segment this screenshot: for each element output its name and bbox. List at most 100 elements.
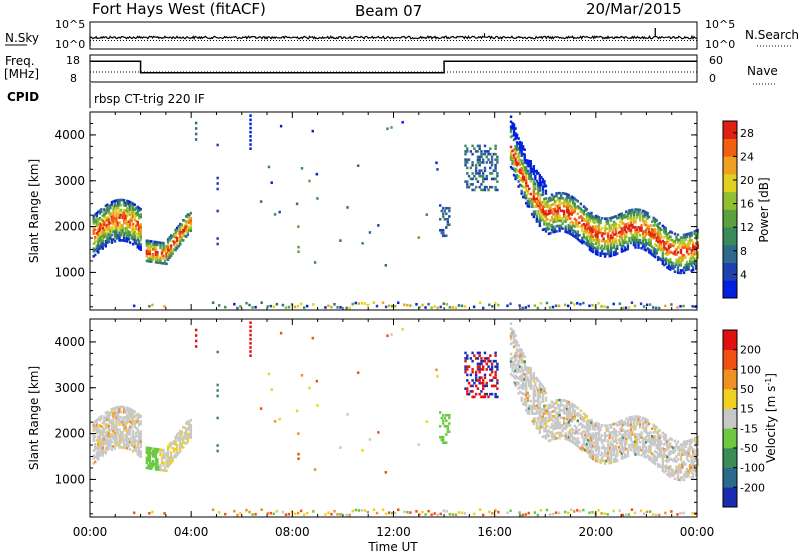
velocity-cell (635, 435, 639, 439)
velocity-cell (189, 431, 193, 435)
power-cell (565, 205, 569, 209)
velocity-cell (115, 434, 118, 437)
power-cell (439, 305, 442, 309)
power-cell (591, 230, 595, 234)
power-cell (590, 216, 593, 220)
velocity-cell (189, 436, 193, 440)
velocity-cell (517, 344, 520, 347)
power-cell (584, 224, 587, 227)
velocity-cell (136, 427, 139, 431)
velocity-cell (660, 455, 663, 459)
velocity-cell (544, 404, 548, 407)
power-cell (609, 241, 613, 245)
power-cell (613, 238, 616, 242)
velocity-cell (92, 421, 95, 425)
velocity-cell (514, 351, 517, 355)
power-cell (614, 240, 617, 243)
velocity-cell (600, 423, 604, 427)
velocity-cell (127, 419, 130, 423)
velocity-cell (579, 422, 583, 425)
power-cell (655, 224, 658, 227)
velocity-cell (279, 331, 283, 335)
velocity-cell (147, 454, 150, 457)
power-cell (545, 301, 549, 305)
power-cell (544, 209, 548, 213)
power-cell (622, 214, 625, 217)
power-cell (182, 239, 185, 242)
velocity-cell (673, 459, 677, 463)
power-cell (466, 185, 469, 189)
power-cell (512, 156, 516, 159)
velocity-cell (658, 428, 661, 432)
power-cell (556, 196, 560, 200)
velocity-cell (664, 449, 668, 452)
velocity-cell (436, 375, 439, 378)
velocity-cell (512, 380, 516, 384)
power-cell (101, 222, 105, 225)
velocity-cell (511, 356, 514, 360)
power-cell (116, 198, 120, 202)
velocity-cell (667, 438, 671, 442)
velocity-cell (531, 412, 534, 416)
power-cell (135, 207, 138, 210)
power-cell (628, 224, 631, 228)
velocity-cell (145, 459, 149, 462)
velocity-cell (625, 455, 628, 458)
power-cell (564, 227, 567, 231)
velocity-cell (124, 416, 127, 419)
velocity-cell (162, 461, 165, 465)
power-cell (278, 210, 281, 214)
power-cell (641, 239, 645, 243)
velocity-cell (112, 445, 115, 448)
power-cell (543, 200, 546, 203)
velocity-cell (611, 445, 614, 449)
velocity-cell (534, 412, 537, 415)
power-cell (489, 172, 492, 175)
velocity-cell (547, 411, 551, 415)
power-cell (128, 205, 132, 209)
power-cell (569, 227, 572, 230)
velocity-cell (672, 451, 675, 455)
velocity-cell (629, 428, 633, 432)
power-cell (109, 237, 112, 240)
power-cell (562, 202, 566, 205)
power-cell (550, 223, 554, 227)
power-cell (669, 250, 672, 254)
velocity-cell (249, 321, 252, 324)
power-cell (525, 179, 528, 182)
power-cell (623, 228, 627, 232)
velocity-cell (673, 457, 677, 460)
velocity-cell (496, 365, 499, 368)
velocity-cell (654, 442, 657, 446)
velocity-cell (185, 427, 188, 430)
velocity-cell (687, 449, 690, 453)
velocity-cell (180, 430, 183, 434)
velocity-cell (617, 420, 620, 424)
velocity-cell (118, 436, 121, 439)
velocity-cell (525, 373, 528, 377)
power-cell (151, 245, 155, 249)
power-cell (124, 209, 127, 212)
velocity-cell (628, 416, 631, 419)
power-cell (98, 227, 101, 230)
noise-left-tick-top: 10^5 (55, 18, 85, 31)
power-cell (606, 247, 610, 251)
power-cell (569, 229, 572, 233)
velocity-cell (312, 510, 315, 513)
power-cell (119, 213, 123, 217)
power-cell (169, 244, 173, 248)
velocity-cell (611, 443, 614, 447)
power-cell (179, 225, 182, 228)
power-cell (528, 164, 531, 168)
colorbar-tick-label: 12 (740, 221, 754, 234)
velocity-cell (687, 447, 690, 450)
power-cell (559, 227, 563, 230)
velocity-cell (316, 404, 319, 407)
velocity-cell (559, 403, 563, 407)
velocity-cell (267, 372, 271, 376)
velocity-cell (678, 450, 681, 454)
power-cell (606, 222, 610, 225)
power-cell (669, 237, 672, 241)
velocity-cell (614, 429, 617, 433)
velocity-cell (531, 409, 534, 413)
